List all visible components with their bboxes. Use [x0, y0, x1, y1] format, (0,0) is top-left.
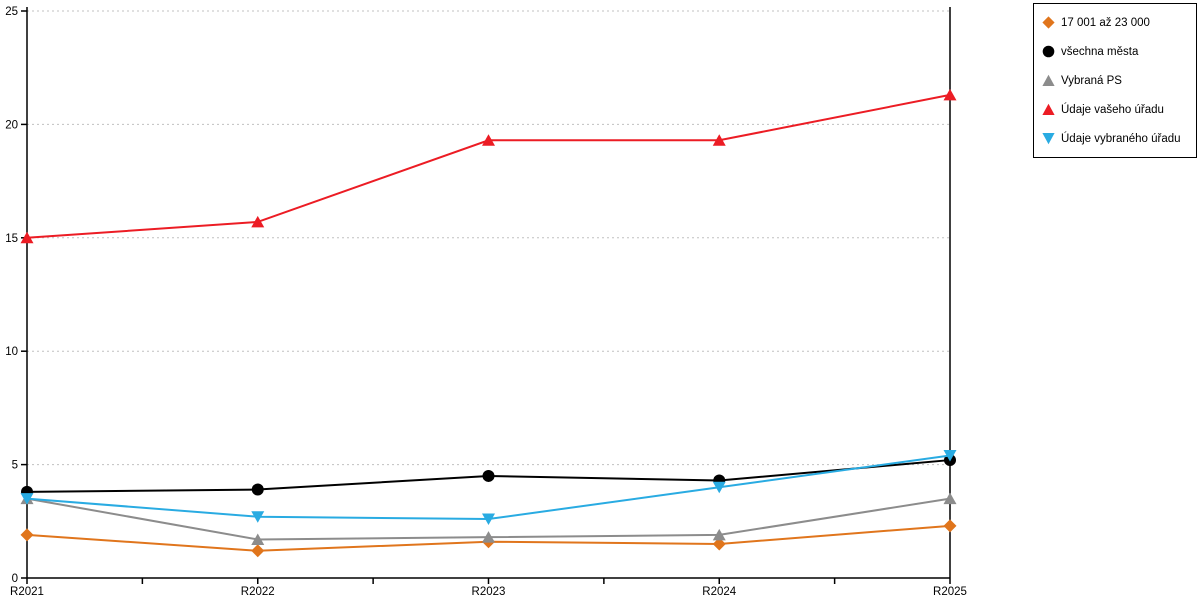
data-point-marker	[712, 134, 726, 146]
data-point-marker	[251, 483, 264, 496]
legend-item: Údaje vybraného úřadu	[1042, 124, 1192, 153]
series-line	[26, 93, 951, 239]
y-tick-label: 15	[5, 233, 18, 245]
diamond-icon	[1042, 16, 1055, 29]
data-point-marker	[712, 528, 726, 541]
legend-label: 17 001 až 23 000	[1061, 16, 1150, 29]
y-tick-label: 5	[12, 460, 18, 472]
data-point-marker	[482, 469, 495, 482]
data-point-marker	[712, 537, 726, 551]
chart-legend: 17 001 až 23 000 všechna města Vybraná PS Ú…	[1033, 3, 1197, 158]
legend-item: 17 001 až 23 000	[1042, 8, 1192, 37]
legend-item: všechna města	[1042, 37, 1192, 66]
data-point-marker	[943, 492, 957, 505]
data-point-marker	[943, 450, 957, 462]
x-tick-label: R2025	[933, 586, 967, 598]
y-tick-label: 20	[5, 119, 18, 131]
y-tick-label: 10	[5, 346, 18, 358]
x-tick-label: R2021	[10, 586, 44, 598]
triangle-up-icon	[1042, 103, 1055, 115]
series-4	[20, 450, 957, 526]
data-point-marker	[20, 528, 34, 542]
legend-label: Údaje vybraného úřadu	[1061, 132, 1181, 145]
data-point-marker	[482, 513, 495, 526]
data-point-marker	[943, 519, 957, 533]
data-point-marker	[251, 511, 265, 523]
x-tick-label: R2024	[702, 586, 736, 598]
legend-label: všechna města	[1061, 45, 1139, 58]
triangle-up-icon	[1042, 74, 1055, 86]
data-point-marker	[712, 481, 726, 494]
y-tick-label: 0	[12, 573, 18, 585]
legend-label: Údaje vašeho úřadu	[1061, 103, 1164, 116]
legend-label: Vybraná PS	[1061, 74, 1122, 87]
legend-item: Vybraná PS	[1042, 66, 1192, 95]
data-point-marker	[482, 134, 495, 146]
series-1	[21, 454, 956, 498]
data-point-marker	[482, 531, 495, 543]
data-point-marker	[20, 493, 34, 505]
data-point-marker	[20, 231, 34, 244]
triangle-down-icon	[1042, 133, 1055, 145]
x-tick-label: R2023	[472, 586, 506, 598]
data-point-marker	[251, 544, 265, 558]
data-point-marker	[251, 215, 265, 228]
legend-item: Údaje vašeho úřadu	[1042, 95, 1192, 124]
y-tick-label: 25	[5, 6, 18, 18]
data-point-marker	[251, 533, 265, 545]
series-3	[20, 88, 957, 244]
circle-icon	[1042, 45, 1055, 58]
x-tick-label: R2022	[241, 586, 275, 598]
data-point-marker	[943, 88, 957, 101]
